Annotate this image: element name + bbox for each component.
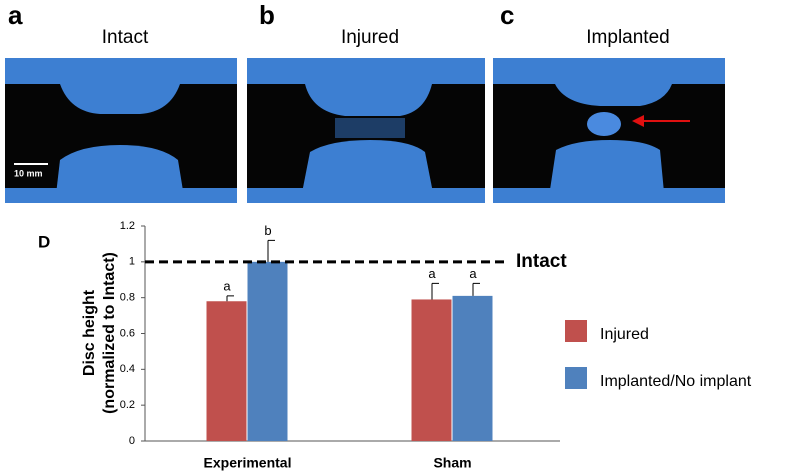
bar — [411, 299, 452, 441]
x-tick-label: Experimental — [204, 455, 292, 471]
panel-image-c — [493, 58, 725, 203]
panel-image-a — [5, 58, 237, 203]
panel-title: Intact — [102, 27, 149, 48]
panel-letter: c — [500, 0, 514, 30]
significance-letter: b — [264, 223, 271, 238]
error-bar — [226, 295, 234, 302]
y-tick-label: 0.4 — [120, 363, 135, 375]
panel-title: Implanted — [586, 27, 669, 48]
legend-swatch — [565, 367, 587, 389]
panel-letter: b — [259, 0, 275, 30]
panel-title: Injured — [341, 27, 399, 48]
scale-bar-label: 10 mm — [14, 168, 43, 178]
legend-label: Injured — [600, 326, 649, 343]
panel-image-b — [247, 58, 485, 203]
y-tick-label: 0.2 — [120, 399, 135, 411]
x-tick-label: Sham — [433, 455, 471, 471]
error-bar — [267, 239, 275, 262]
bar — [247, 261, 288, 441]
bar — [452, 295, 493, 441]
bar — [206, 301, 247, 441]
y-axis-label: Disc height — [81, 289, 98, 376]
panel-label: D — [38, 232, 50, 251]
significance-letter: a — [223, 278, 231, 293]
y-tick-label: 1.2 — [120, 220, 135, 232]
y-tick-label: 0 — [129, 435, 135, 447]
legend-swatch — [565, 320, 587, 342]
y-tick-label: 0.6 — [120, 327, 135, 339]
y-tick-label: 0.8 — [120, 292, 135, 304]
y-axis-label: (normalized to Intact) — [101, 252, 118, 414]
error-bar — [472, 282, 480, 296]
error-bar — [431, 282, 439, 300]
reference-label: Intact — [516, 251, 567, 272]
legend-label: Implanted/No implant — [600, 373, 752, 390]
panel-letter: a — [8, 0, 23, 30]
y-tick-label: 1 — [129, 256, 135, 268]
significance-letter: a — [428, 266, 436, 281]
significance-letter: a — [469, 266, 477, 281]
